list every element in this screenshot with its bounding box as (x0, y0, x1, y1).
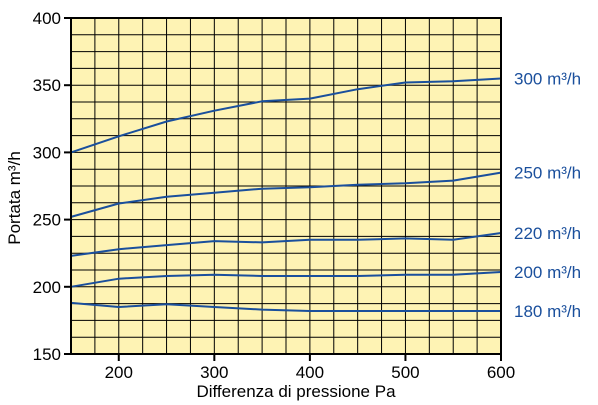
y-axis-label: Portata m³/h (5, 151, 24, 245)
x-tick-label: 300 (200, 363, 228, 382)
x-tick-label: 200 (105, 363, 133, 382)
series-labels: 300 m³/h 250 m³/h 220 m³/h 200 m³/h 180 m³/h (514, 69, 581, 321)
y-tick-label: 150 (33, 345, 61, 364)
series-line-2 (70, 232, 502, 257)
x-tick-label: 500 (391, 363, 419, 382)
y-tick-label: 300 (33, 143, 61, 162)
x-tick-label: 600 (487, 363, 515, 382)
series-label-1: 250 m³/h (514, 164, 581, 183)
series-label-0: 300 m³/h (514, 69, 581, 88)
grid-lines (71, 18, 501, 354)
x-axis-label: Differenza di pressione Pa (196, 382, 396, 401)
y-tick-label: 250 (33, 211, 61, 230)
y-tick-label: 350 (33, 76, 61, 95)
series-label-4: 180 m³/h (514, 302, 581, 321)
y-tick-label: 400 (33, 9, 61, 28)
series-line-3 (70, 271, 502, 288)
plot-frame (70, 17, 502, 355)
y-axis-ticks: 150 200 250 300 350 400 (33, 9, 71, 364)
series-label-2: 220 m³/h (514, 224, 581, 243)
series-line-1 (70, 171, 502, 218)
x-tick-label: 400 (296, 363, 324, 382)
series-lines (70, 77, 502, 312)
series-line-4 (70, 301, 501, 312)
y-tick-label: 200 (33, 278, 61, 297)
x-axis-ticks: 200 300 400 500 600 (105, 354, 515, 382)
series-line-0 (70, 77, 502, 154)
series-label-3: 200 m³/h (514, 263, 581, 282)
